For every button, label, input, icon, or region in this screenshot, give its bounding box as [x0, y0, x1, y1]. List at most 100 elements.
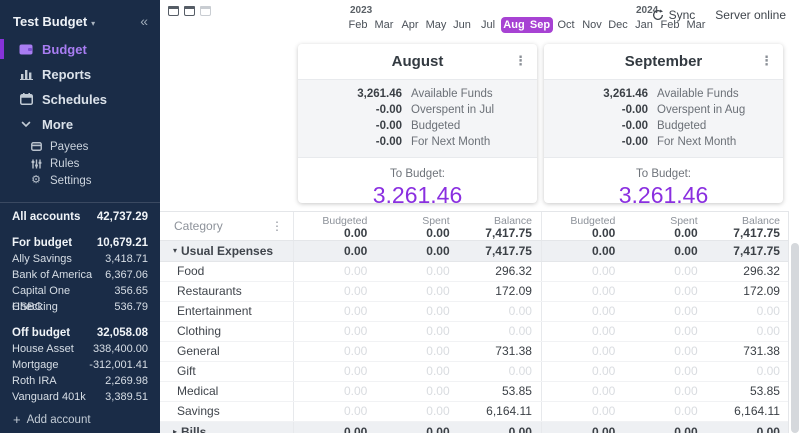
spent-cell[interactable]: 0.00: [426, 304, 450, 318]
budgeted-cell[interactable]: 0.00: [591, 404, 616, 418]
balance-cell[interactable]: 0.00: [508, 304, 532, 318]
table-row[interactable]: Clothing 0.00 0.00 0.00 0.00 0.00 0.00: [160, 322, 788, 342]
month-tab[interactable]: Jan: [635, 19, 653, 31]
spent-cell[interactable]: 0.00: [426, 284, 450, 298]
spent-cell[interactable]: 0.00: [674, 324, 698, 338]
month-tab[interactable]: Jun: [453, 19, 471, 31]
card-menu-icon[interactable]: ⋮: [760, 53, 773, 68]
table-row[interactable]: Savings 0.00 0.00 6,164.11 0.00 0.00 6,1…: [160, 402, 788, 422]
sidebar-item-schedules[interactable]: Schedules: [0, 89, 160, 109]
balance-cell[interactable]: 0.00: [756, 425, 780, 433]
month-tab[interactable]: Mar: [686, 19, 706, 31]
sidebar-item-rules[interactable]: Rules: [0, 156, 160, 171]
balance-cell[interactable]: 0.00: [756, 324, 780, 338]
budgeted-cell[interactable]: 0.00: [591, 244, 616, 258]
balance-cell[interactable]: 0.00: [756, 304, 780, 318]
sidebar-item-reports[interactable]: Reports: [0, 64, 160, 84]
spent-cell[interactable]: 0.00: [426, 425, 450, 433]
calendar-one-month-icon[interactable]: [168, 6, 179, 16]
balance-cell[interactable]: 6,164.11: [486, 404, 532, 418]
spent-cell[interactable]: 0.00: [426, 404, 450, 418]
table-row[interactable]: General 0.00 0.00 731.38 0.00 0.00 731.3…: [160, 342, 788, 362]
budgeted-cell[interactable]: 0.00: [591, 384, 616, 398]
category-name-cell[interactable]: Medical: [160, 382, 293, 401]
category-name-cell[interactable]: ▾ Usual Expenses: [160, 241, 293, 261]
spent-cell[interactable]: 0.00: [674, 244, 698, 258]
balance-header[interactable]: Balance 7,417.75: [707, 212, 789, 240]
collapse-sidebar-icon[interactable]: «: [140, 13, 148, 29]
budgeted-cell[interactable]: 0.00: [343, 304, 368, 318]
add-account-button[interactable]: + Add account: [0, 412, 160, 427]
budget-file-menu[interactable]: Test Budget ▾: [13, 14, 95, 29]
balance-cell[interactable]: 0.00: [508, 364, 532, 378]
balance-cell[interactable]: 296.32: [743, 264, 780, 278]
spent-cell[interactable]: 0.00: [674, 284, 698, 298]
spent-cell[interactable]: 0.00: [426, 264, 450, 278]
balance-cell[interactable]: 7,417.75: [733, 244, 780, 258]
group-toggle-icon[interactable]: ▸: [173, 427, 178, 433]
month-tab[interactable]: Sep: [527, 17, 553, 33]
budgeted-cell[interactable]: 0.00: [591, 304, 616, 318]
month-tab[interactable]: Feb: [660, 19, 680, 31]
spent-cell[interactable]: 0.00: [674, 364, 698, 378]
account-row[interactable]: For budget 10,679.21: [0, 235, 160, 251]
budgeted-cell[interactable]: 0.00: [343, 404, 368, 418]
account-row[interactable]: Ally Savings 3,418.71: [0, 251, 160, 267]
account-row[interactable]: Mortgage -312,001.41: [0, 357, 160, 373]
spent-cell[interactable]: 0.00: [674, 425, 698, 433]
calendar-three-months-icon[interactable]: [200, 6, 211, 16]
budgeted-cell[interactable]: 0.00: [343, 264, 368, 278]
table-row[interactable]: Gift 0.00 0.00 0.00 0.00 0.00 0.00: [160, 362, 788, 382]
budgeted-cell[interactable]: 0.00: [591, 364, 616, 378]
balance-cell[interactable]: 731.38: [743, 344, 780, 358]
spent-cell[interactable]: 0.00: [426, 324, 450, 338]
budgeted-header[interactable]: Budgeted 0.00: [294, 212, 376, 240]
sidebar-item-settings[interactable]: ⚙ Settings: [0, 173, 160, 188]
category-name-cell[interactable]: Savings: [160, 402, 293, 421]
category-name-cell[interactable]: Entertainment: [160, 302, 293, 321]
budgeted-cell[interactable]: 0.00: [591, 324, 616, 338]
category-name-cell[interactable]: ▸ Bills: [160, 422, 293, 433]
budgeted-cell[interactable]: 0.00: [591, 425, 616, 433]
server-status[interactable]: Server online: [715, 8, 786, 22]
budgeted-header[interactable]: Budgeted 0.00: [542, 212, 624, 240]
account-row[interactable]: All accounts 42,737.29: [0, 209, 160, 225]
spent-cell[interactable]: 0.00: [674, 304, 698, 318]
calendar-two-months-icon[interactable]: [184, 6, 195, 16]
category-name-cell[interactable]: Food: [160, 262, 293, 281]
budgeted-cell[interactable]: 0.00: [343, 364, 368, 378]
account-row[interactable]: Off budget 32,058.08: [0, 325, 160, 341]
balance-cell[interactable]: 731.38: [495, 344, 532, 358]
account-row[interactable]: Vanguard 401k 3,389.51: [0, 389, 160, 405]
balance-cell[interactable]: 53.85: [501, 384, 532, 398]
table-row[interactable]: Medical 0.00 0.00 53.85 0.00 0.00 53.85: [160, 382, 788, 402]
account-row[interactable]: HSBC 536.79: [0, 299, 160, 315]
balance-cell[interactable]: 6,164.11: [734, 404, 780, 418]
spent-cell[interactable]: 0.00: [674, 404, 698, 418]
sync-button[interactable]: Sync: [652, 8, 695, 22]
card-menu-icon[interactable]: ⋮: [514, 53, 527, 68]
budgeted-cell[interactable]: 0.00: [591, 344, 616, 358]
group-toggle-icon[interactable]: ▾: [173, 246, 178, 255]
month-tab[interactable]: Dec: [608, 19, 628, 31]
table-row[interactable]: ▸ Bills 0.00 0.00 0.00 0.00 0.00 0.00: [160, 422, 788, 433]
sidebar-item-payees[interactable]: Payees: [0, 139, 160, 154]
month-tab[interactable]: Nov: [582, 19, 602, 31]
category-name-cell[interactable]: Restaurants: [160, 282, 293, 301]
month-tab[interactable]: May: [425, 19, 447, 31]
balance-cell[interactable]: 0.00: [508, 324, 532, 338]
category-name-cell[interactable]: Gift: [160, 362, 293, 381]
budgeted-cell[interactable]: 0.00: [343, 244, 368, 258]
month-tab[interactable]: Apr: [401, 19, 419, 31]
sidebar-item-more[interactable]: More: [0, 114, 160, 134]
account-row[interactable]: House Asset 338,400.00: [0, 341, 160, 357]
spent-cell[interactable]: 0.00: [426, 344, 450, 358]
balance-cell[interactable]: 7,417.75: [485, 244, 532, 258]
balance-cell[interactable]: 0.00: [756, 364, 780, 378]
category-menu-icon[interactable]: ⋮: [271, 219, 283, 233]
balance-cell[interactable]: 53.85: [749, 384, 780, 398]
spent-header[interactable]: Spent 0.00: [376, 212, 458, 240]
balance-header[interactable]: Balance 7,417.75: [459, 212, 541, 240]
table-row[interactable]: Entertainment 0.00 0.00 0.00 0.00 0.00 0…: [160, 302, 788, 322]
category-name-cell[interactable]: General: [160, 342, 293, 361]
